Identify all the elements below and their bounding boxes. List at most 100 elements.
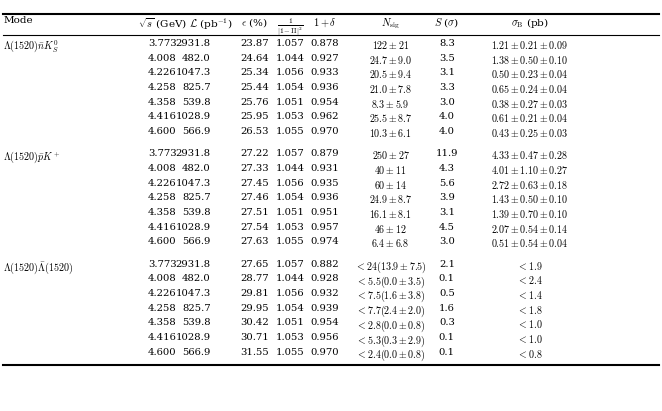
Text: 482.0: 482.0 (182, 164, 211, 173)
Text: 1.055: 1.055 (275, 348, 305, 357)
Text: $1.38 \pm 0.50 \pm 0.10$: $1.38 \pm 0.50 \pm 0.10$ (491, 53, 568, 65)
Text: 4.358: 4.358 (148, 208, 177, 217)
Text: 4.226: 4.226 (148, 68, 177, 77)
Text: $40 \pm 11$: $40 \pm 11$ (375, 164, 406, 176)
Text: 3.1: 3.1 (439, 68, 455, 77)
Text: 0.962: 0.962 (310, 112, 339, 121)
Text: 4.226: 4.226 (148, 289, 177, 298)
Text: 1028.9: 1028.9 (175, 223, 211, 232)
Text: 1.055: 1.055 (275, 127, 305, 136)
Text: $8.3 \pm 5.9$: $8.3 \pm 5.9$ (371, 98, 410, 110)
Text: 4.0: 4.0 (439, 127, 455, 136)
Text: 4.416: 4.416 (148, 223, 177, 232)
Text: $< 1.0$: $< 1.0$ (517, 333, 542, 345)
Text: $46 \pm 12$: $46 \pm 12$ (374, 223, 407, 235)
Text: 1.057: 1.057 (275, 39, 305, 48)
Text: $S$ ($\sigma$): $S$ ($\sigma$) (434, 16, 459, 29)
Text: 0.933: 0.933 (310, 68, 339, 77)
Text: 0.882: 0.882 (310, 260, 339, 269)
Text: $250 \pm 27$: $250 \pm 27$ (371, 149, 410, 161)
Text: $0.50 \pm 0.23 \pm 0.04$: $0.50 \pm 0.23 \pm 0.04$ (491, 68, 568, 80)
Text: 539.8: 539.8 (182, 208, 211, 217)
Text: $< 1.4$: $< 1.4$ (517, 289, 542, 301)
Text: 2931.8: 2931.8 (175, 39, 211, 48)
Text: $1.43 \pm 0.50 \pm 0.10$: $1.43 \pm 0.50 \pm 0.10$ (491, 193, 568, 206)
Text: 0.970: 0.970 (310, 127, 339, 136)
Text: 8.3: 8.3 (439, 39, 455, 48)
Text: 1.053: 1.053 (275, 223, 305, 232)
Text: $16.1 \pm 8.1$: $16.1 \pm 8.1$ (369, 208, 412, 220)
Text: 4.008: 4.008 (148, 164, 177, 173)
Text: 2931.8: 2931.8 (175, 260, 211, 269)
Text: 0.954: 0.954 (310, 98, 339, 107)
Text: 2931.8: 2931.8 (175, 149, 211, 158)
Text: 29.81: 29.81 (240, 289, 269, 298)
Text: $2.72 \pm 0.63 \pm 0.18$: $2.72 \pm 0.63 \pm 0.18$ (491, 179, 568, 191)
Text: 482.0: 482.0 (182, 274, 211, 283)
Text: 1047.3: 1047.3 (175, 68, 211, 77)
Text: $1.21 \pm 0.21 \pm 0.09$: $1.21 \pm 0.21 \pm 0.09$ (491, 39, 568, 51)
Text: $4.01 \pm 1.10 \pm 0.27$: $4.01 \pm 1.10 \pm 0.27$ (491, 164, 569, 176)
Text: 1.056: 1.056 (275, 289, 305, 298)
Text: 27.46: 27.46 (240, 193, 269, 202)
Text: $< 7.5(1.6 \pm 3.8)$: $< 7.5(1.6 \pm 3.8)$ (356, 289, 425, 305)
Text: 3.1: 3.1 (439, 208, 455, 217)
Text: 1.051: 1.051 (275, 208, 305, 217)
Text: $< 7.7(2.4 \pm 2.0)$: $< 7.7(2.4 \pm 2.0)$ (356, 304, 425, 319)
Text: 4.600: 4.600 (148, 238, 177, 247)
Text: $< 5.5(0.0 \pm 3.5)$: $< 5.5(0.0 \pm 3.5)$ (356, 274, 425, 290)
Text: 27.51: 27.51 (240, 208, 269, 217)
Text: 0.951: 0.951 (310, 208, 339, 217)
Text: 4.258: 4.258 (148, 83, 177, 92)
Text: $6.4 \pm 6.8$: $6.4 \pm 6.8$ (371, 238, 410, 249)
Text: 4.258: 4.258 (148, 304, 177, 313)
Text: 0.3: 0.3 (439, 319, 455, 328)
Text: $N_{\rm sig}$: $N_{\rm sig}$ (381, 16, 400, 31)
Text: 4.008: 4.008 (148, 274, 177, 283)
Text: 27.45: 27.45 (240, 179, 269, 188)
Text: 27.63: 27.63 (240, 238, 269, 247)
Text: $\Lambda(1520)\bar{n}K^0_S$: $\Lambda(1520)\bar{n}K^0_S$ (3, 39, 59, 55)
Text: 4.416: 4.416 (148, 112, 177, 121)
Text: $< 24(13.9 \pm 7.5)$: $< 24(13.9 \pm 7.5)$ (355, 260, 426, 275)
Text: $\mathcal{L}$ (pb$^{-1}$): $\mathcal{L}$ (pb$^{-1}$) (189, 16, 232, 32)
Text: 25.95: 25.95 (240, 112, 269, 121)
Text: 0.879: 0.879 (310, 149, 339, 158)
Text: $< 2.4$: $< 2.4$ (517, 274, 542, 286)
Text: $\frac{1}{|1-\Pi|^2}$: $\frac{1}{|1-\Pi|^2}$ (277, 16, 303, 39)
Text: $4.33 \pm 0.47 \pm 0.28$: $4.33 \pm 0.47 \pm 0.28$ (491, 149, 568, 161)
Text: 3.3: 3.3 (439, 83, 455, 92)
Text: $1+\delta$: $1+\delta$ (312, 16, 336, 29)
Text: 1.057: 1.057 (275, 149, 305, 158)
Text: 4.358: 4.358 (148, 319, 177, 328)
Text: 1.053: 1.053 (275, 333, 305, 342)
Text: $< 1.8$: $< 1.8$ (517, 304, 542, 316)
Text: 25.44: 25.44 (240, 83, 269, 92)
Text: 1.054: 1.054 (275, 304, 305, 313)
Text: 3.773: 3.773 (148, 39, 177, 48)
Text: 4.008: 4.008 (148, 53, 177, 62)
Text: 0.878: 0.878 (310, 39, 339, 48)
Text: 30.42: 30.42 (240, 319, 269, 328)
Text: 0.1: 0.1 (439, 348, 455, 357)
Text: 1.044: 1.044 (275, 53, 305, 62)
Text: 0.928: 0.928 (310, 274, 339, 283)
Text: $2.07 \pm 0.54 \pm 0.14$: $2.07 \pm 0.54 \pm 0.14$ (491, 223, 568, 235)
Text: 30.71: 30.71 (240, 333, 269, 342)
Text: $\Lambda(1520)\bar{\Lambda}(1520)$: $\Lambda(1520)\bar{\Lambda}(1520)$ (3, 260, 73, 275)
Text: 27.33: 27.33 (240, 164, 269, 173)
Text: 539.8: 539.8 (182, 319, 211, 328)
Text: 566.9: 566.9 (182, 127, 211, 136)
Text: 0.957: 0.957 (310, 223, 339, 232)
Text: 825.7: 825.7 (182, 304, 211, 313)
Text: 23.87: 23.87 (240, 39, 269, 48)
Text: 11.9: 11.9 (436, 149, 458, 158)
Text: $24.9 \pm 8.7$: $24.9 \pm 8.7$ (369, 193, 412, 206)
Text: $1.39 \pm 0.70 \pm 0.10$: $1.39 \pm 0.70 \pm 0.10$ (491, 208, 568, 220)
Text: $< 1.0$: $< 1.0$ (517, 319, 542, 330)
Text: 1.044: 1.044 (275, 274, 305, 283)
Text: 1.056: 1.056 (275, 68, 305, 77)
Text: 4.0: 4.0 (439, 112, 455, 121)
Text: 26.53: 26.53 (240, 127, 269, 136)
Text: 2.1: 2.1 (439, 260, 455, 269)
